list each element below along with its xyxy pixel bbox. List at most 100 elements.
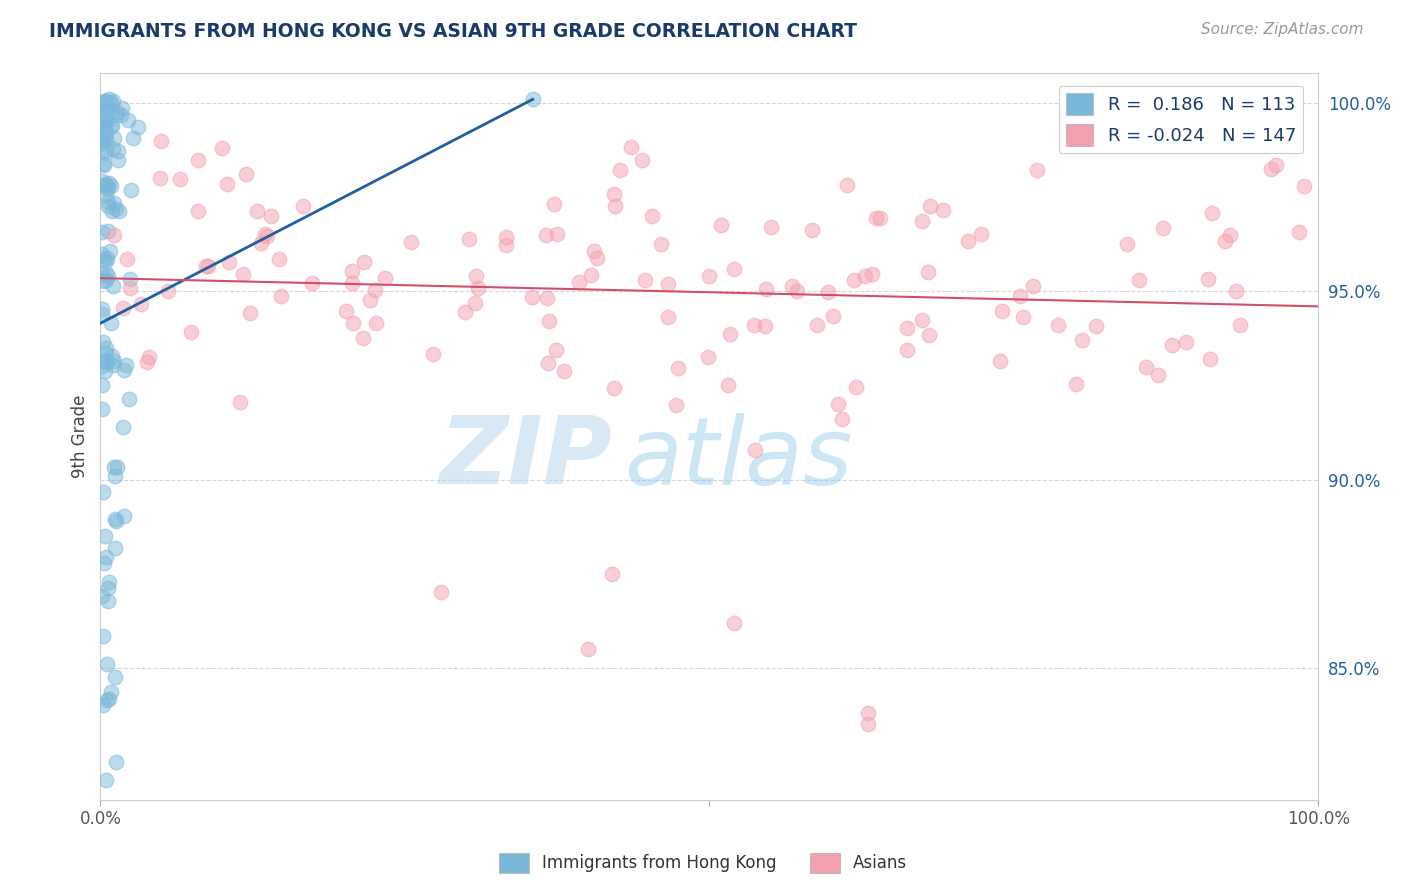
Point (94, 177, 117, 191)
Point (187, 153, 209, 167)
Point (90, 401, 112, 416)
Point (1146, 368, 1168, 382)
Point (90, 136, 112, 150)
Point (1026, 162, 1049, 177)
Point (218, 255, 240, 269)
Point (364, 317, 387, 331)
Point (340, 264, 363, 278)
Point (896, 343, 918, 357)
Point (291, 198, 314, 212)
Point (1084, 319, 1107, 334)
Point (1288, 225, 1310, 239)
Point (98, 575, 121, 590)
Point (970, 227, 993, 241)
Point (817, 285, 839, 300)
Point (94, 125, 117, 139)
Point (93, 274, 115, 288)
Point (98, 176, 121, 190)
Point (117, 112, 139, 127)
Point (97, 269, 120, 284)
Point (522, 92, 544, 106)
Point (1201, 206, 1223, 220)
Point (96, 355, 118, 369)
Point (90, 174, 112, 188)
Legend: R =  0.186   N = 113, R = -0.024   N = 147: R = 0.186 N = 113, R = -0.024 N = 147 (1059, 86, 1303, 153)
Point (100, 118, 122, 132)
Point (991, 303, 1014, 318)
Point (353, 255, 375, 269)
Point (956, 235, 979, 249)
Point (270, 289, 292, 303)
Point (101, 119, 124, 133)
Point (697, 350, 720, 364)
Point (107, 204, 129, 219)
Point (553, 364, 575, 378)
Point (93, 94, 115, 108)
Point (101, 142, 124, 156)
Point (697, 269, 720, 284)
Text: Source: ZipAtlas.com: Source: ZipAtlas.com (1201, 22, 1364, 37)
Point (96, 112, 118, 127)
Point (105, 755, 128, 769)
Point (1294, 178, 1316, 193)
Point (110, 108, 132, 122)
Point (605, 199, 627, 213)
Point (105, 460, 128, 475)
Point (342, 316, 364, 330)
Point (534, 228, 557, 243)
Point (1260, 162, 1282, 177)
Point (609, 162, 631, 177)
Point (94, 346, 117, 360)
Point (91, 353, 114, 368)
Point (100, 203, 122, 218)
Point (98, 244, 121, 258)
Point (631, 153, 654, 167)
Point (650, 237, 672, 252)
Point (1161, 337, 1184, 351)
Point (537, 356, 560, 370)
Point (718, 327, 741, 342)
Point (831, 412, 853, 426)
Point (90, 132, 112, 146)
Point (1197, 272, 1219, 286)
Point (112, 509, 135, 524)
Point (93, 119, 115, 133)
Point (105, 514, 128, 528)
Text: atlas: atlas (624, 412, 852, 504)
Point (1128, 273, 1150, 287)
Point (232, 267, 254, 281)
Point (96, 133, 118, 147)
Point (101, 94, 124, 108)
Point (107, 153, 129, 168)
Point (1116, 237, 1139, 252)
Point (94, 549, 117, 564)
Point (744, 318, 766, 332)
Point (96, 251, 118, 265)
Point (104, 108, 127, 122)
Point (100, 95, 122, 110)
Point (101, 349, 124, 363)
Point (1152, 220, 1174, 235)
Point (97, 180, 120, 194)
Point (195, 259, 218, 273)
Point (1213, 234, 1236, 248)
Point (717, 377, 740, 392)
Point (1064, 377, 1087, 392)
Point (399, 235, 422, 249)
Point (801, 222, 824, 236)
Point (93, 485, 115, 500)
Point (860, 267, 883, 281)
Point (94, 273, 117, 287)
Point (827, 397, 849, 411)
Point (865, 211, 887, 226)
Point (567, 275, 589, 289)
Point (458, 232, 481, 246)
Point (129, 297, 152, 311)
Point (755, 282, 778, 296)
Point (1012, 310, 1035, 324)
Point (754, 319, 776, 334)
Point (149, 171, 172, 186)
Point (1022, 279, 1045, 293)
Legend: Immigrants from Hong Kong, Asians: Immigrants from Hong Kong, Asians (492, 847, 914, 880)
Point (359, 293, 381, 308)
